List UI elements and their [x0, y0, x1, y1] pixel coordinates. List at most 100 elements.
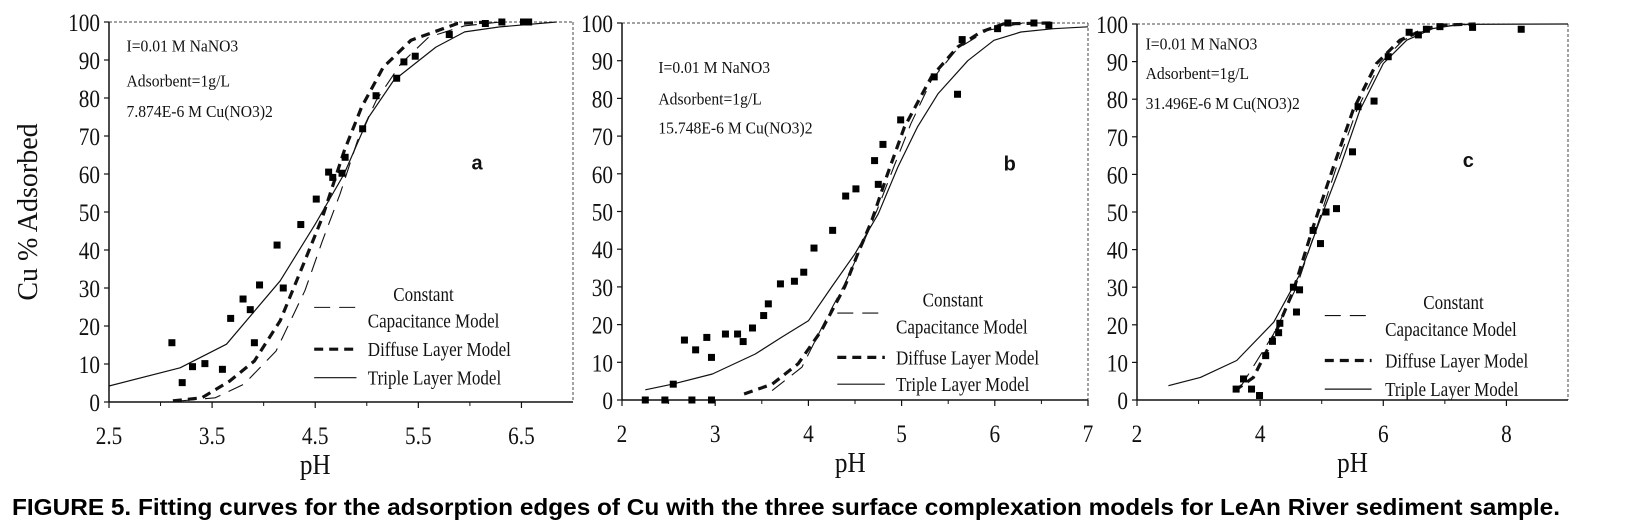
data-point [764, 300, 772, 308]
data-point [189, 363, 197, 371]
data-point [246, 306, 254, 314]
data-point [641, 396, 649, 404]
data-point [748, 324, 756, 332]
figure-caption: FIGURE 5. Fitting curves for the adsorpt… [12, 494, 1560, 520]
y-tick-label: 100 [581, 10, 613, 38]
y-tick-label: 10 [592, 350, 613, 378]
series-line-long-dash [180, 21, 501, 402]
y-tick-label: 100 [1096, 11, 1128, 39]
data-point [1268, 337, 1276, 345]
data-point [692, 346, 700, 354]
data-point [338, 169, 346, 177]
series-line-dashed [172, 20, 491, 403]
data-point [1469, 23, 1477, 31]
legend-label: Capacitance Model [368, 310, 500, 333]
y-tick-label: 0 [1117, 387, 1128, 415]
data-point [829, 226, 837, 234]
x-tick-label: 6 [1378, 420, 1389, 448]
y-tick-label: 30 [1107, 275, 1128, 303]
condition-annotation: 7.874E-6 M Cu(NO3)2 [127, 101, 273, 121]
data-point [1256, 391, 1264, 399]
data-point [1370, 97, 1378, 105]
x-tick-label: 8 [1501, 420, 1512, 448]
data-point [256, 281, 264, 289]
legend: Constant Capacitance Model Diffuse Layer M… [837, 289, 1039, 397]
data-point [1292, 308, 1300, 316]
data-point [688, 396, 696, 404]
data-point [1309, 226, 1317, 234]
x-tick-label: 6 [989, 420, 1000, 448]
data-point [897, 116, 905, 124]
panel-a: 0 10 20 30 40 50 60 70 80 90 100 2.5 3.5 4.5 5.5 6.5 pH C… [13, 9, 574, 480]
data-point [168, 339, 176, 347]
data-point [874, 180, 882, 188]
data-point [178, 379, 186, 387]
legend-label: Triple Layer Model [896, 374, 1029, 397]
x-tick-label: 5.5 [405, 422, 432, 450]
panel-label: b [1004, 154, 1016, 176]
data-point [393, 74, 401, 82]
data-point [1276, 319, 1284, 327]
condition-annotation: I=0.01 M NaNO3 [1146, 34, 1258, 54]
data-point [1240, 375, 1248, 383]
legend-label: Constant [393, 284, 454, 307]
data-point [1332, 205, 1340, 213]
series-line-solid [645, 26, 1089, 391]
y-tick-label: 20 [79, 313, 100, 341]
y-tick-label: 60 [1107, 162, 1128, 190]
y-tick-label: 50 [79, 199, 100, 227]
y-tick-label: 80 [79, 85, 100, 113]
data-point [445, 31, 453, 39]
y-tick-label: 60 [79, 161, 100, 189]
legend-label: Capacitance Model [896, 316, 1028, 339]
y-tick-label: 40 [1107, 237, 1128, 265]
y-tick-label: 50 [592, 199, 613, 227]
data-point [498, 18, 506, 26]
condition-annotation: Adsorbent=1g/L [1146, 63, 1249, 83]
data-point [1436, 23, 1444, 31]
panel-label: c [1463, 150, 1474, 172]
data-point [1289, 283, 1297, 291]
data-point [400, 58, 408, 66]
panel-label: a [472, 153, 484, 175]
data-point [341, 153, 349, 161]
data-point [707, 396, 715, 404]
series-line-dashed [743, 21, 1051, 396]
data-point [1414, 31, 1422, 39]
x-tick-label: 2 [617, 420, 628, 448]
y-tick-label: 30 [79, 275, 100, 303]
data-point [680, 336, 688, 344]
data-point [1004, 19, 1012, 27]
data-point [1275, 329, 1283, 337]
x-tick-label: 4 [803, 420, 814, 448]
data-point [201, 360, 209, 368]
data-point [721, 330, 729, 338]
y-tick-label: 10 [79, 351, 100, 379]
y-tick-label: 40 [79, 237, 100, 265]
data-point [1517, 25, 1525, 33]
x-tick-label: 2.5 [96, 422, 123, 450]
data-point [669, 380, 677, 388]
data-point [1349, 148, 1356, 156]
x-tick-label: 4 [1255, 420, 1266, 448]
data-point [954, 90, 962, 98]
x-axis-label: pH [835, 447, 866, 479]
data-point [958, 36, 966, 44]
legend-label: Triple Layer Model [368, 367, 501, 390]
data-point [1422, 25, 1430, 33]
data-point [1405, 28, 1413, 36]
condition-annotation: Adsorbent=1g/L [127, 71, 230, 91]
data-point [994, 25, 1002, 33]
series-line-solid [1168, 23, 1569, 387]
data-point [1262, 352, 1270, 360]
condition-annotation: I=0.01 M NaNO3 [658, 57, 770, 77]
data-point [1354, 103, 1362, 111]
data-point [372, 92, 380, 100]
x-tick-label: 2 [1132, 420, 1143, 448]
legend-label: Capacitance Model [1385, 319, 1517, 342]
x-tick-label: 5 [896, 420, 907, 448]
y-tick-label: 50 [1107, 199, 1128, 227]
data-point [325, 168, 333, 176]
data-point [661, 396, 669, 404]
